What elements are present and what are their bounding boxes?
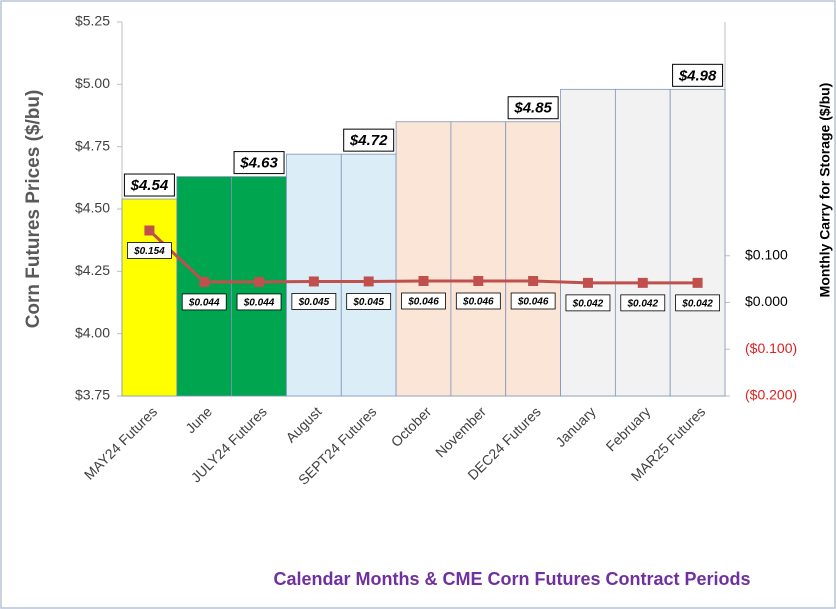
point-label: $0.046 xyxy=(407,297,439,308)
bar xyxy=(614,88,671,397)
marker xyxy=(199,276,210,287)
point-label-box xyxy=(455,292,501,310)
marker xyxy=(582,277,593,288)
marker xyxy=(144,225,155,236)
value-label: $4.72 xyxy=(349,132,388,149)
value-label-box xyxy=(233,151,285,175)
x-tick-label: November xyxy=(432,403,489,460)
y-axis-title: Corn Futures Prices ($/bu) xyxy=(23,90,44,329)
value-label: $4.63 xyxy=(239,155,278,172)
y-tick-label: $5.00 xyxy=(75,75,110,91)
point-label-box xyxy=(401,292,446,310)
point-label-box xyxy=(510,292,556,310)
y-tick-label: $4.75 xyxy=(75,137,110,153)
x-tick-label: January xyxy=(552,403,599,450)
y2-axis-title: Monthly Carry for Storage ($/bu) xyxy=(817,83,833,298)
value-label: $4.85 xyxy=(513,100,552,117)
value-label: $4.98 xyxy=(678,67,717,84)
y2-tick-label: ($0.200) xyxy=(745,387,797,403)
point-label: $0.046 xyxy=(462,297,494,308)
y2-tick-label: ($0.100) xyxy=(745,340,797,356)
point-label-box xyxy=(127,242,172,259)
x-tick-label: August xyxy=(282,403,324,445)
marker xyxy=(308,276,319,287)
x-tick-label: February xyxy=(603,403,654,454)
point-label-box xyxy=(675,294,720,312)
point-label: $0.042 xyxy=(681,299,713,310)
bar xyxy=(450,121,507,397)
x-tick-label: June xyxy=(182,403,215,436)
y-tick-label: $4.00 xyxy=(75,324,110,340)
point-label: $0.044 xyxy=(188,298,220,309)
value-label-box xyxy=(672,63,724,87)
point-label-box xyxy=(291,293,337,310)
bar xyxy=(395,121,452,397)
marker xyxy=(254,276,265,287)
marker xyxy=(363,276,374,287)
y-tick-label: $3.75 xyxy=(75,387,110,403)
point-label: $0.046 xyxy=(517,297,549,308)
y-tick-label: $5.25 xyxy=(75,13,110,29)
bar xyxy=(286,153,342,397)
x-tick-label: October xyxy=(388,403,435,450)
point-label: $0.045 xyxy=(352,297,384,308)
point-label: $0.045 xyxy=(298,297,330,308)
value-label: $4.54 xyxy=(130,177,169,194)
y-tick-label: $4.50 xyxy=(75,200,110,216)
value-label-box xyxy=(507,96,559,120)
point-label-box xyxy=(181,293,227,311)
y2-tick-label: $0.000 xyxy=(745,293,788,309)
marker xyxy=(528,275,539,286)
value-label-box xyxy=(343,128,395,152)
x-tick-label: MAY24 Futures xyxy=(81,403,160,482)
point-label: $0.154 xyxy=(133,246,165,257)
y2-tick-label: $0.100 xyxy=(745,246,788,262)
point-label: $0.042 xyxy=(626,299,658,310)
point-label-box xyxy=(620,294,666,312)
value-label-box xyxy=(123,173,175,197)
marker xyxy=(473,275,484,286)
point-label-box xyxy=(346,293,392,310)
point-label-box xyxy=(565,294,611,312)
bar xyxy=(669,88,726,397)
bar xyxy=(505,121,561,397)
x-axis-title: Calendar Months & CME Corn Futures Contr… xyxy=(273,569,750,589)
point-label-box xyxy=(236,293,282,311)
marker xyxy=(692,277,703,288)
y-tick-label: $4.25 xyxy=(75,262,110,278)
bar xyxy=(340,153,397,397)
marker xyxy=(418,275,429,286)
point-label: $0.042 xyxy=(572,299,604,310)
point-label: $0.044 xyxy=(243,298,275,309)
bar xyxy=(560,88,616,397)
marker xyxy=(637,277,648,288)
